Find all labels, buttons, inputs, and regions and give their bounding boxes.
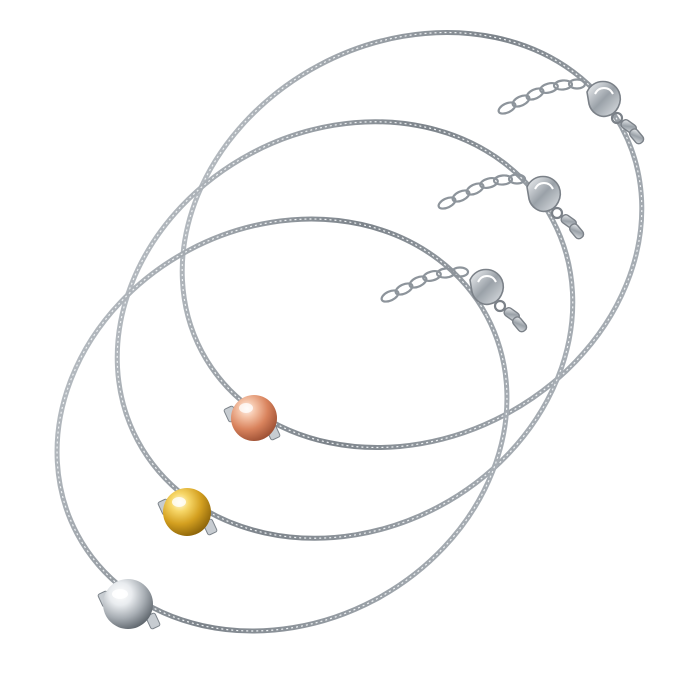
rose-gold-bead-bracelet (179, 30, 647, 450)
bead-gold (157, 488, 218, 536)
gold-bead-bracelet (114, 119, 587, 541)
bead-rose (223, 395, 281, 441)
silver-bead-bracelet (54, 216, 530, 634)
bead-silver (97, 579, 161, 630)
